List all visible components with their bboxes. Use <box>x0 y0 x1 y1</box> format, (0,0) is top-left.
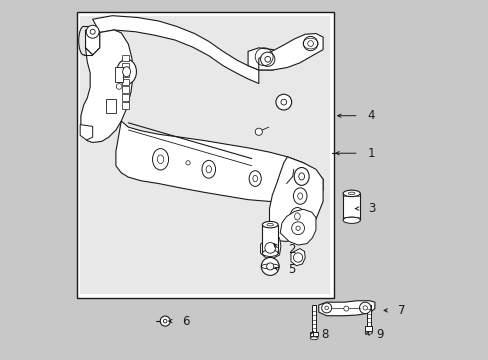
Circle shape <box>293 253 302 262</box>
Circle shape <box>343 306 348 311</box>
Bar <box>366 305 370 327</box>
Bar <box>122 71 128 77</box>
Text: 3: 3 <box>367 202 374 215</box>
Polygon shape <box>258 33 323 70</box>
Polygon shape <box>93 16 258 84</box>
Text: 6: 6 <box>182 315 189 328</box>
Bar <box>365 327 372 331</box>
Bar <box>122 78 128 85</box>
Circle shape <box>90 29 95 34</box>
Circle shape <box>295 226 300 230</box>
Ellipse shape <box>294 167 308 185</box>
Ellipse shape <box>205 166 211 173</box>
Ellipse shape <box>252 175 257 182</box>
Circle shape <box>264 243 275 253</box>
Bar <box>309 332 317 336</box>
Polygon shape <box>247 48 280 70</box>
Circle shape <box>281 99 286 105</box>
Circle shape <box>303 36 317 51</box>
Ellipse shape <box>343 217 360 224</box>
Circle shape <box>307 41 313 46</box>
Circle shape <box>163 319 166 323</box>
Bar <box>80 16 329 294</box>
Polygon shape <box>260 235 281 258</box>
Polygon shape <box>85 30 100 55</box>
Ellipse shape <box>298 173 304 180</box>
Ellipse shape <box>294 213 300 220</box>
Bar <box>115 67 123 82</box>
Bar <box>122 102 128 109</box>
Ellipse shape <box>365 332 372 334</box>
Circle shape <box>363 306 366 310</box>
Text: 2: 2 <box>287 243 295 256</box>
Ellipse shape <box>290 207 304 225</box>
Polygon shape <box>290 249 305 266</box>
Bar <box>122 86 128 93</box>
Circle shape <box>160 316 170 326</box>
Ellipse shape <box>266 224 273 226</box>
Bar <box>122 63 128 69</box>
Circle shape <box>255 128 262 135</box>
Ellipse shape <box>152 149 168 170</box>
Text: 1: 1 <box>367 147 374 160</box>
Bar <box>262 225 278 253</box>
Ellipse shape <box>348 192 354 195</box>
Ellipse shape <box>248 171 261 186</box>
Circle shape <box>266 263 273 270</box>
Ellipse shape <box>122 67 130 77</box>
Polygon shape <box>116 121 323 202</box>
Circle shape <box>291 222 304 235</box>
Polygon shape <box>80 125 93 140</box>
Circle shape <box>261 257 279 275</box>
Ellipse shape <box>297 193 302 199</box>
Circle shape <box>359 302 370 314</box>
Bar <box>343 193 360 220</box>
Text: 8: 8 <box>321 328 328 341</box>
Polygon shape <box>269 157 323 242</box>
Ellipse shape <box>262 250 278 256</box>
Text: 4: 4 <box>367 109 374 122</box>
Ellipse shape <box>343 190 360 197</box>
Circle shape <box>185 161 190 165</box>
Text: 5: 5 <box>287 263 295 276</box>
Bar <box>122 94 128 101</box>
Ellipse shape <box>157 155 163 163</box>
Polygon shape <box>280 209 315 245</box>
Circle shape <box>116 84 122 89</box>
Bar <box>106 99 116 113</box>
Ellipse shape <box>262 221 278 228</box>
Circle shape <box>260 52 274 66</box>
Text: 7: 7 <box>397 304 405 317</box>
Bar <box>122 55 128 62</box>
Circle shape <box>264 57 270 62</box>
Circle shape <box>324 306 328 310</box>
Bar <box>311 305 316 333</box>
Ellipse shape <box>293 188 306 204</box>
Circle shape <box>275 94 291 110</box>
Polygon shape <box>81 30 133 143</box>
Polygon shape <box>318 301 374 316</box>
Circle shape <box>86 25 99 38</box>
Bar <box>77 12 333 298</box>
Circle shape <box>321 303 331 313</box>
Ellipse shape <box>202 160 215 178</box>
Ellipse shape <box>309 337 317 340</box>
Text: 9: 9 <box>376 328 384 341</box>
Ellipse shape <box>117 59 136 84</box>
